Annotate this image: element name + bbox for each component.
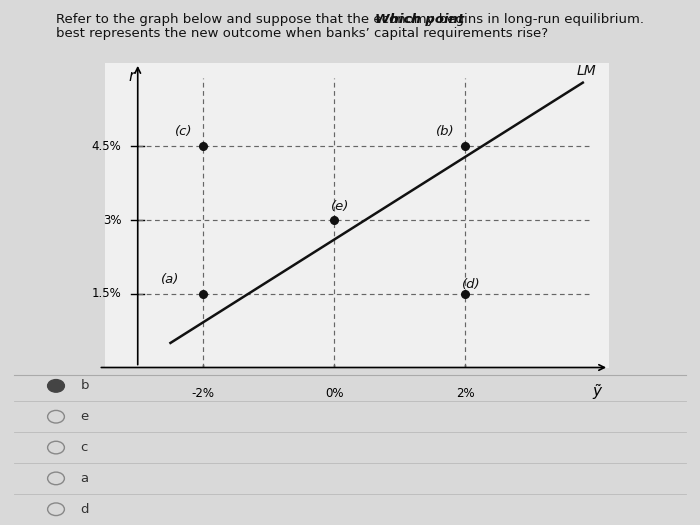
Text: (b): (b) bbox=[436, 124, 455, 138]
Text: best represents the new outcome when banks’ capital requirements rise?: best represents the new outcome when ban… bbox=[56, 27, 548, 40]
Text: Which point: Which point bbox=[375, 13, 464, 26]
Text: d: d bbox=[80, 503, 89, 516]
Text: b: b bbox=[80, 380, 89, 392]
Text: 1.5%: 1.5% bbox=[92, 287, 121, 300]
Text: (e): (e) bbox=[331, 200, 350, 213]
Text: r: r bbox=[128, 69, 134, 84]
Text: (a): (a) bbox=[161, 274, 180, 287]
Text: LM: LM bbox=[576, 64, 596, 78]
Text: c: c bbox=[80, 441, 88, 454]
Text: Refer to the graph below and suppose that the economy begins in long-run equilib: Refer to the graph below and suppose tha… bbox=[56, 13, 648, 26]
Text: 2%: 2% bbox=[456, 387, 475, 400]
Text: (d): (d) bbox=[462, 278, 481, 291]
Text: $\tilde{y}$: $\tilde{y}$ bbox=[592, 382, 603, 402]
Text: 4.5%: 4.5% bbox=[92, 140, 121, 153]
Text: 0%: 0% bbox=[325, 387, 343, 400]
Text: 3%: 3% bbox=[103, 214, 121, 227]
Text: a: a bbox=[80, 472, 89, 485]
Text: e: e bbox=[80, 410, 89, 423]
Text: (c): (c) bbox=[175, 124, 192, 138]
Text: -2%: -2% bbox=[192, 387, 215, 400]
